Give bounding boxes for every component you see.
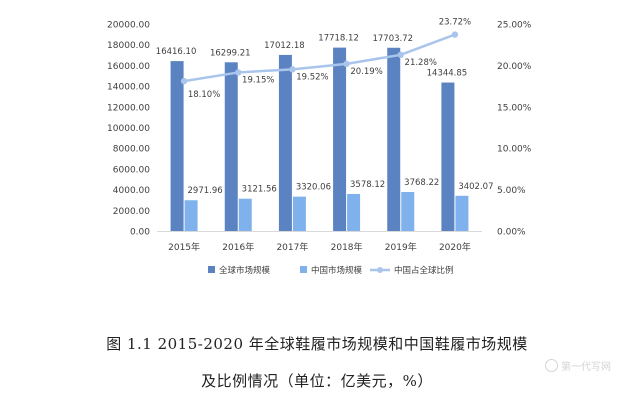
bar-global <box>170 61 184 231</box>
point-ratio <box>235 69 242 76</box>
y-right-tick-label: 15.00% <box>497 103 532 113</box>
watermark-logo-icon <box>545 359 558 372</box>
data-label-ratio: 18.10% <box>188 90 220 100</box>
data-label-china: 3320.06 <box>296 183 331 193</box>
watermark-text: 第一代写网 <box>561 362 611 373</box>
point-ratio <box>397 51 404 59</box>
figure-caption-line1: 图 1.1 2015-2020 年全球鞋履市场规模和中国鞋履市场规模 <box>106 335 528 353</box>
y-right-tick-label: 5.00% <box>497 186 526 196</box>
y-left-tick-label: 2000.00 <box>113 207 150 217</box>
y-left-tick-label: 16000.00 <box>107 62 150 72</box>
y-left-tick-label: 12000.00 <box>107 103 150 113</box>
y-left-tick-label: 20000.00 <box>107 21 150 31</box>
y-left-tick-label: 0.00 <box>130 228 150 238</box>
point-ratio <box>343 60 350 68</box>
y-left-tick-label: 10000.00 <box>107 124 150 134</box>
data-label-ratio: 19.52% <box>296 72 328 82</box>
bar-global <box>224 62 238 231</box>
bar-global <box>333 47 347 231</box>
data-label-china: 3121.56 <box>242 185 277 195</box>
data-label-global: 16299.21 <box>210 48 251 58</box>
data-label-global: 17012.18 <box>264 41 305 51</box>
bar-china <box>455 195 469 231</box>
y-left-tick-label: 4000.00 <box>113 186 150 196</box>
bar-china <box>184 200 198 231</box>
y-right-tick-label: 0.00% <box>497 228 526 238</box>
data-label-china: 3768.22 <box>404 178 439 188</box>
data-label-global: 14344.85 <box>427 69 468 79</box>
bar-global <box>278 54 292 232</box>
data-label-china: 3578.12 <box>350 180 385 190</box>
chart: 0.00 2000.00 4000.00 6000.00 8000.00 10000.00… <box>107 18 532 276</box>
x-tick-label: 2019年 <box>385 241 417 253</box>
x-tick-label: 2016年 <box>222 241 254 253</box>
data-label-ratio: 20.19% <box>350 67 382 77</box>
y-left-tick-label: 18000.00 <box>107 41 150 51</box>
legend-label-global: 全球市场规模 <box>219 265 271 276</box>
data-label-global: 17718.12 <box>318 34 359 44</box>
y-right-tick-label: 25.00% <box>497 21 532 31</box>
bar-global <box>387 47 401 232</box>
y-left-tick-label: 8000.00 <box>113 145 150 155</box>
legend-swatch-china <box>300 266 307 273</box>
point-ratio <box>289 66 296 73</box>
site-watermark: 第一代写网 <box>545 358 611 373</box>
data-label-ratio: 21.28% <box>405 58 437 68</box>
data-label-ratio: 19.15% <box>242 75 274 85</box>
figure-caption-line2: 及比例情况（单位：亿美元，%） <box>201 372 433 390</box>
bar-china <box>401 191 415 231</box>
legend-swatch-global <box>208 266 215 273</box>
legend-marker-ratio <box>377 267 383 273</box>
x-tick-label: 2015年 <box>168 241 200 253</box>
data-label-global: 16416.10 <box>156 47 197 57</box>
bar-china <box>292 196 306 231</box>
bar-china <box>238 198 252 231</box>
point-ratio <box>180 77 188 85</box>
bar-china <box>347 193 361 231</box>
y-left-tick-label: 6000.00 <box>113 165 150 175</box>
y-right-tick-label: 10.00% <box>497 145 532 155</box>
data-label-china: 3402.07 <box>458 182 493 192</box>
data-label-china: 2971.96 <box>188 186 223 196</box>
data-label-global: 17703.72 <box>372 34 413 44</box>
legend-label-china: 中国市场规模 <box>311 265 363 276</box>
x-tick-label: 2017年 <box>276 241 308 253</box>
point-ratio <box>451 31 459 38</box>
y-right-tick-label: 20.00% <box>497 62 532 72</box>
y-left-tick-label: 14000.00 <box>107 83 150 93</box>
data-label-ratio: 23.72% <box>439 18 471 28</box>
x-tick-label: 2018年 <box>331 241 363 253</box>
line-ratio <box>183 33 456 83</box>
x-tick-label: 2020年 <box>439 241 471 253</box>
legend-label-ratio: 中国占全球比例 <box>394 265 454 276</box>
bar-global <box>441 82 455 232</box>
